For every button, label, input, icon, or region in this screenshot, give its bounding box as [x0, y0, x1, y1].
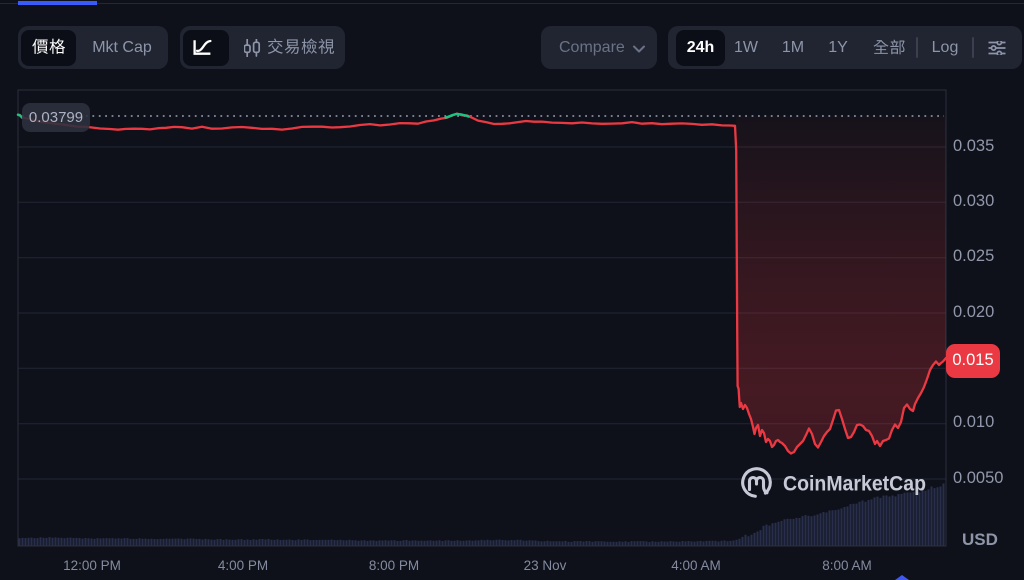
- svg-text:CoinMarketCap: CoinMarketCap: [783, 473, 926, 496]
